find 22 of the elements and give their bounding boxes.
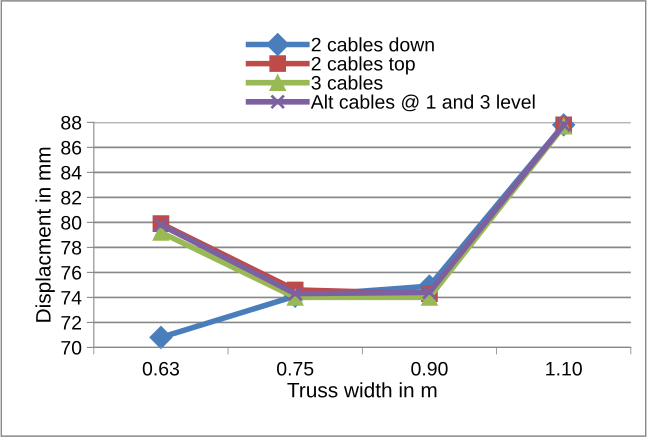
legend-label: 2 cables top — [312, 56, 415, 74]
legend-label: Alt cables @ 1 and 3 level — [310, 94, 535, 112]
y-tick-label: 74 — [61, 291, 82, 304]
y-tick-label: 88 — [61, 116, 82, 130]
x-axis-title: Truss width in m — [287, 382, 436, 398]
x-tick-label: 0.90 — [411, 362, 448, 376]
legend-label: 3 cables — [311, 75, 382, 90]
point — [288, 286, 303, 302]
y-axis-title: Displacment in mm — [35, 148, 55, 322]
legend-label: 2 cables down — [312, 37, 434, 52]
y-tick-label: 80 — [61, 216, 82, 230]
y-tick-label: 86 — [61, 140, 82, 155]
point — [149, 326, 172, 349]
x-tick-label: 0.63 — [142, 362, 180, 376]
y-tick-label: 78 — [61, 240, 82, 255]
x-tick-label: 1.10 — [546, 362, 582, 376]
x-tick-label: 0.75 — [277, 362, 314, 376]
y-tick-label: 72 — [61, 316, 82, 330]
y-tick-label: 70 — [61, 340, 82, 355]
y-tick-label: 76 — [61, 266, 82, 280]
y-tick-label: 82 — [61, 190, 82, 205]
y-tick-label: 84 — [61, 166, 82, 180]
